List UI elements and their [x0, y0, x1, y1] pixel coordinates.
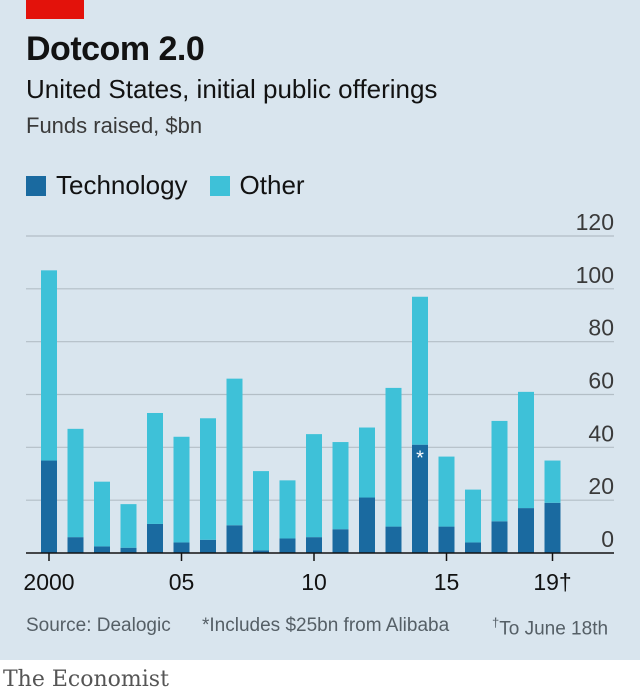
bar-technology-2005 [173, 542, 190, 553]
bar-technology-2014 [412, 444, 428, 553]
bar-other-2001 [67, 428, 84, 538]
bar-technology-2019 [544, 502, 561, 553]
bar-other-2011 [332, 442, 349, 530]
legend-item-other: Other [209, 170, 305, 201]
date-footnote: †To June 18th [492, 615, 608, 640]
bar-technology-2011 [332, 529, 349, 553]
bar-other-2004 [147, 412, 163, 524]
bar-other-2016 [465, 489, 481, 543]
chart-title: Dotcom 2.0 [26, 30, 205, 68]
bar-other-2018 [518, 391, 534, 509]
y-tick-label-120: 120 [576, 209, 614, 235]
bar-technology-2017 [491, 521, 508, 553]
chart-subtitle: United States, initial public offerings [26, 74, 438, 104]
bar-other-2015 [438, 456, 455, 527]
bar-technology-2010 [306, 537, 322, 553]
bar-technology-2016 [465, 542, 481, 553]
y-tick-label-60: 60 [588, 368, 614, 394]
bar-technology-2001 [67, 537, 84, 553]
chart-unit-label: Funds raised, $bn [26, 113, 203, 138]
bar-other-2000 [41, 270, 57, 461]
bar-technology-2009 [279, 538, 296, 553]
y-tick-label-40: 40 [588, 420, 614, 446]
bar-technology-2000 [41, 460, 57, 553]
dagger-mark: † [492, 615, 500, 630]
bar-other-2008 [253, 471, 269, 551]
bar-technology-2002 [94, 546, 110, 553]
brand-logo: The Economist [3, 667, 169, 692]
bar-other-2007 [226, 378, 243, 526]
x-tick-label-2019: 19† [533, 569, 571, 595]
y-tick-label-100: 100 [576, 262, 614, 288]
bar-technology-2008 [253, 550, 269, 553]
bar-technology-2007 [226, 525, 243, 553]
bar-other-2013 [385, 387, 402, 527]
bar-technology-2004 [147, 523, 163, 553]
y-tick-label-80: 80 [588, 315, 614, 341]
bar-technology-2013 [385, 526, 402, 553]
brand-red-tab [26, 0, 84, 19]
legend-label-technology: Technology [56, 170, 188, 200]
x-tick-label-2000: 2000 [23, 569, 74, 595]
alibaba-footnote: *Includes $25bn from Alibaba [202, 615, 450, 636]
bar-other-2017 [491, 420, 508, 522]
annotation-asterisk: * [416, 448, 424, 470]
bar-other-2009 [279, 480, 296, 539]
legend-item-technology: Technology [26, 170, 188, 201]
date-footnote-text: To June 18th [499, 618, 609, 640]
bar-technology-2015 [438, 526, 455, 553]
bar-other-2002 [94, 481, 110, 547]
bar-other-2010 [306, 434, 322, 538]
bar-other-2019 [544, 460, 561, 503]
y-tick-label-20: 20 [588, 473, 614, 499]
bar-other-2012 [359, 427, 375, 498]
bar-other-2005 [173, 436, 190, 543]
source-note: Source: Dealogic [26, 615, 171, 636]
legend-swatch-other [209, 175, 230, 196]
bar-technology-2018 [518, 508, 534, 553]
bar-other-2006 [200, 418, 216, 540]
bar-other-2014 [412, 296, 428, 445]
x-tick-label-2015: 15 [434, 569, 460, 595]
legend-label-other: Other [239, 170, 305, 200]
stacked-bar-chart: 0 20 40 60 80 100 120 * 2000 05 10 15 19† [23, 209, 614, 595]
y-tick-label-0: 0 [601, 526, 614, 552]
bar-technology-2012 [359, 497, 375, 553]
x-tick-label-2005: 05 [169, 569, 195, 595]
legend: Technology Other [26, 170, 327, 201]
x-tick-label-2010: 10 [301, 569, 327, 595]
bar-technology-2006 [200, 539, 216, 553]
legend-swatch-technology [26, 175, 46, 196]
bar-other-2003 [120, 504, 137, 548]
bar-technology-2003 [120, 547, 137, 553]
